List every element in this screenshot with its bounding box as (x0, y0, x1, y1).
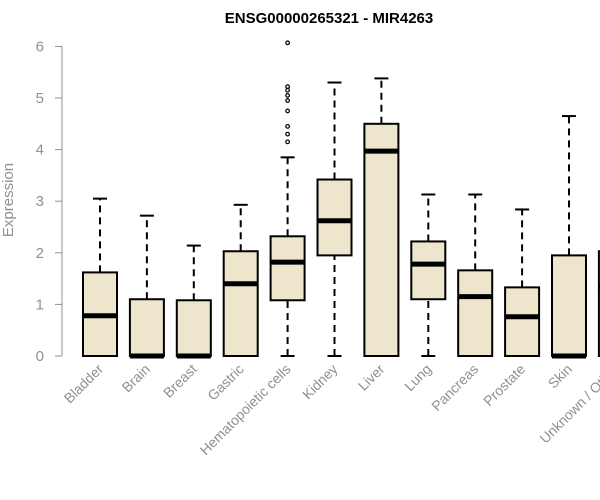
box-iqr (410, 240, 447, 301)
box-iqr (457, 269, 494, 357)
x-tick-label: Lung (401, 361, 434, 394)
x-tick-label: Brain (119, 361, 153, 395)
x-tick-label: Kidney (299, 361, 341, 403)
box-unknown-other (597, 250, 600, 357)
outlier-point (285, 93, 291, 98)
x-tick-label: Hematopoietic cells (197, 361, 294, 458)
box-pancreas (457, 193, 494, 357)
box-bladder (82, 197, 118, 357)
y-axis: 0 1 2 3 4 5 6 (36, 38, 63, 365)
box-gastric (222, 203, 259, 357)
y-tick-label: 3 (36, 193, 44, 210)
x-tick-label: Gastric (204, 361, 247, 404)
box-liver (363, 77, 400, 357)
y-tick-label: 2 (36, 245, 44, 262)
outlier-point (285, 123, 291, 129)
box-hematopoietic-cells (269, 40, 306, 357)
boxplot-series (82, 40, 600, 359)
box-iqr (269, 235, 306, 302)
box-skin (551, 115, 587, 359)
box-iqr (316, 178, 353, 257)
x-tick-label: Bladder (61, 361, 107, 407)
box-iqr (175, 299, 212, 358)
y-tick-label: 5 (36, 90, 44, 107)
box-iqr (597, 250, 600, 357)
box-iqr (128, 298, 165, 357)
y-axis-label: Expression (0, 163, 17, 237)
x-tick-label: Pancreas (428, 361, 481, 414)
y-tick-label: 4 (36, 142, 44, 159)
box-kidney (316, 81, 353, 357)
outlier-point (285, 139, 291, 145)
outlier-point (285, 131, 291, 137)
x-tick-label: Breast (160, 361, 200, 401)
x-tick-label: Skin (545, 361, 576, 392)
y-tick-label: 6 (36, 38, 44, 55)
box-iqr (551, 254, 587, 358)
box-iqr (504, 286, 541, 358)
box-breast (175, 244, 212, 359)
outlier-point (285, 40, 291, 46)
box-iqr (363, 122, 400, 357)
box-brain (128, 214, 165, 359)
x-tick-label: Liver (355, 361, 388, 394)
x-tick-label: Prostate (480, 361, 528, 409)
box-prostate (504, 208, 541, 358)
outlier-point (285, 98, 291, 103)
y-tick-label: 0 (36, 348, 44, 365)
y-tick-label: 1 (36, 296, 44, 313)
outlier-point (285, 84, 291, 90)
chart-title: ENSG00000265321 - MIR4263 (225, 10, 433, 27)
box-lung (410, 193, 447, 357)
box-iqr (222, 250, 259, 357)
outlier-point (285, 108, 291, 114)
